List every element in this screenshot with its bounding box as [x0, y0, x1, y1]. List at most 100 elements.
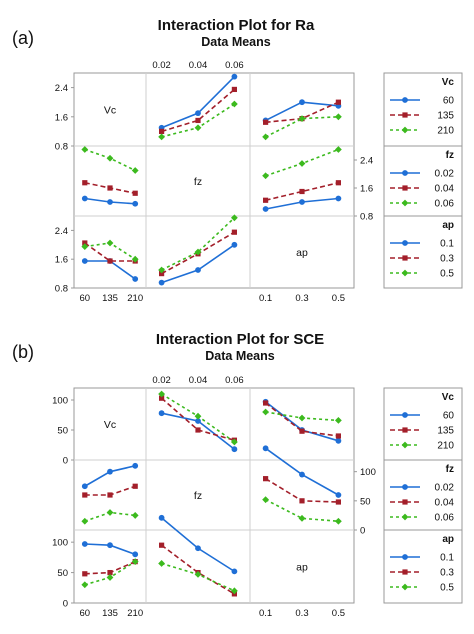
factor-name-ap: ap [296, 247, 308, 259]
x-tick-bottom-60: 60 [80, 608, 91, 619]
data-point-Vc-210-0 [262, 408, 269, 416]
cell-ap-by-Vc [81, 239, 139, 282]
cell-ap-by-fz [158, 514, 238, 597]
data-point-ap-0.5-2 [131, 255, 139, 263]
data-point-fz-0.02-2 [335, 492, 342, 498]
data-point-fz-0.04-2 [335, 180, 341, 186]
y-tick-left-0.8: 0.8 [55, 142, 68, 153]
x-tick-top-0.02: 0.02 [152, 60, 171, 71]
series-line-fz-0.04 [265, 181, 339, 202]
legend-entry-0.3: 0.3 [440, 254, 454, 265]
x-tick-bottom-0.3: 0.3 [295, 293, 308, 304]
data-point-Vc-210-2 [335, 417, 342, 424]
legend-entry-135: 135 [437, 426, 454, 437]
legend-marker-210 [401, 126, 409, 134]
data-point-Vc-60-1 [195, 418, 201, 424]
legend-frame [383, 387, 463, 461]
data-point-Vc-210-1 [298, 414, 306, 422]
y-tick-right-2.4: 2.4 [360, 156, 373, 167]
data-point-fz-0.02-1 [107, 468, 113, 475]
data-point-ap-0.5-1 [194, 248, 202, 256]
y-tick-left-0.8: 0.8 [55, 284, 68, 295]
x-tick-bottom-60: 60 [80, 293, 91, 304]
data-point-ap-0.5-0 [81, 243, 89, 250]
legend-entry-0.02: 0.02 [435, 169, 455, 180]
series-line-Vc-135 [161, 88, 235, 133]
legend-frame [383, 529, 463, 604]
cell-Vc-by-fz [158, 390, 238, 453]
data-point-Vc-135-2 [335, 433, 341, 439]
legend-marker-0.3 [402, 569, 408, 575]
legend-entry-0.02: 0.02 [435, 483, 455, 494]
data-point-fz-0.06-0 [81, 517, 89, 525]
data-point-fz-0.02-0 [81, 483, 88, 490]
data-point-ap-0.3-0 [159, 542, 165, 548]
y-tick-left-100: 100 [52, 538, 68, 549]
data-point-fz-0.04-2 [132, 190, 138, 196]
data-point-fz-0.06-0 [262, 172, 269, 180]
data-point-ap-0.5-2 [231, 214, 238, 222]
x-tick-bottom-0.1: 0.1 [259, 293, 272, 304]
data-point-Vc-60-1 [299, 99, 305, 106]
data-point-Vc-210-0 [158, 133, 165, 141]
y-tick-right-1.6: 1.6 [360, 184, 373, 195]
legend-frame [383, 72, 463, 147]
legend-fz: fz 0.02 0.04 0.06 [383, 145, 463, 217]
legend-entry-0.04: 0.04 [435, 498, 455, 509]
series-line-ap-0.3 [161, 544, 235, 595]
data-point-Vc-60-2 [335, 437, 342, 444]
data-point-ap-0.1-2 [132, 551, 139, 558]
data-point-fz-0.06-0 [81, 146, 89, 153]
data-point-Vc-135-1 [195, 117, 201, 124]
legend-title-Vc: Vc [442, 77, 455, 88]
y-tick-right-0.8: 0.8 [360, 212, 373, 223]
legend-entry-135: 135 [437, 111, 454, 122]
y-tick-right-50: 50 [360, 496, 371, 507]
legend-fz: fz 0.02 0.04 0.06 [383, 459, 463, 531]
data-point-ap-0.3-0 [82, 240, 88, 246]
x-tick-bottom-0.5: 0.5 [332, 608, 345, 619]
x-tick-bottom-0.3: 0.3 [295, 608, 308, 619]
x-tick-bottom-135: 135 [102, 608, 118, 619]
data-point-fz-0.06-0 [262, 496, 269, 504]
data-point-Vc-135-1 [195, 427, 201, 433]
panel-b-title: Interaction Plot for SCE [156, 331, 324, 348]
legend-marker-135 [402, 427, 408, 433]
data-point-Vc-60-1 [195, 110, 201, 117]
series-line-fz-0.02 [265, 447, 339, 496]
x-tick-bottom-210: 210 [127, 293, 143, 304]
data-point-fz-0.02-1 [299, 199, 305, 205]
data-point-ap-0.5-0 [158, 560, 165, 567]
data-point-ap-0.1-2 [231, 241, 238, 248]
cell-Vc-by-ap [262, 99, 342, 141]
data-point-ap-0.1-1 [195, 267, 201, 273]
data-point-fz-0.06-2 [131, 512, 139, 519]
panel-b-label: (b) [12, 342, 34, 362]
legend-marker-0.3 [402, 255, 408, 261]
legend-entry-0.06: 0.06 [435, 199, 455, 210]
data-point-Vc-210-0 [158, 390, 165, 398]
legend-marker-0.02 [402, 484, 408, 490]
x-tick-top-0.06: 0.06 [225, 60, 244, 71]
data-point-Vc-135-0 [263, 119, 269, 125]
y-tick-left-2.4: 2.4 [55, 226, 68, 237]
data-point-ap-0.3-1 [107, 569, 113, 576]
factor-name-Vc: Vc [104, 105, 116, 117]
x-tick-top-0.04: 0.04 [189, 60, 208, 71]
data-point-fz-0.04-0 [82, 180, 88, 186]
factor-name-ap: ap [296, 562, 308, 574]
legend-marker-0.04 [402, 499, 408, 505]
cell-fz-by-Vc [81, 462, 139, 525]
data-point-Vc-135-2 [335, 99, 341, 105]
data-point-fz-0.02-1 [107, 199, 113, 205]
x-tick-top-0.04: 0.04 [189, 375, 208, 386]
series-line-ap-0.5 [161, 217, 235, 271]
matrix-frame [73, 72, 355, 289]
cell-fz-by-ap [262, 146, 342, 212]
data-point-Vc-135-0 [159, 395, 165, 401]
data-point-ap-0.1-0 [158, 279, 165, 286]
data-point-Vc-135-2 [231, 86, 237, 93]
data-point-fz-0.02-1 [299, 471, 305, 478]
data-point-fz-0.04-2 [335, 499, 341, 505]
